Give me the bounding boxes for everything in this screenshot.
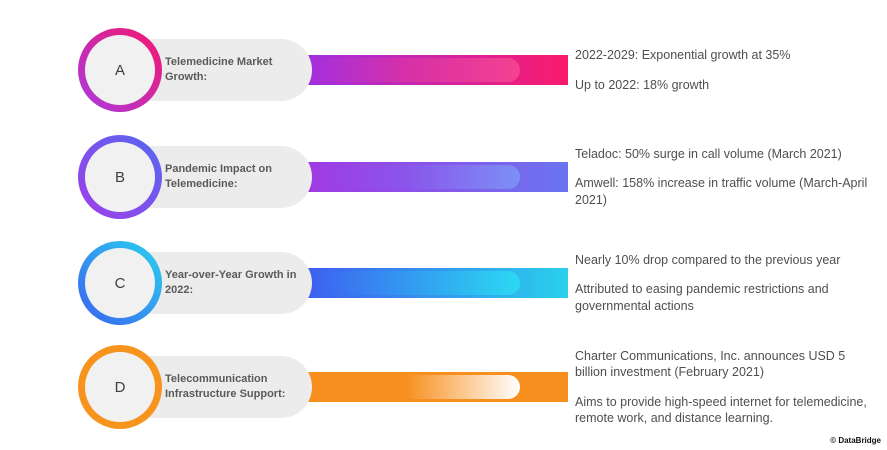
step-letter: B — [85, 142, 155, 212]
step-letter: A — [85, 35, 155, 105]
step-letter: C — [85, 248, 155, 318]
detail-line: Nearly 10% drop compared to the previous… — [575, 253, 841, 268]
gradient-bar — [300, 162, 568, 192]
step-label: Pandemic Impact on Telemedicine: — [165, 162, 272, 190]
gradient-bar-fill — [300, 165, 520, 189]
detail-line: Aims to provide high-speed internet for … — [575, 394, 867, 425]
gradient-bar-fill — [300, 58, 520, 82]
step-details: Charter Communications, Inc. announces U… — [575, 345, 877, 429]
detail-line: Amwell: 158% increase in traffic volume … — [575, 176, 868, 207]
step-letter-badge: B — [78, 135, 162, 219]
step-letter: D — [85, 352, 155, 422]
step-label: Telecommunication Infrastructure Support… — [165, 372, 286, 400]
gradient-bar — [300, 55, 568, 85]
gradient-bar-fill — [300, 271, 520, 295]
detail-line: Up to 2022: 18% growth — [575, 77, 710, 92]
step-row-a: Telemedicine Market Growth: A 2022-2029:… — [0, 28, 887, 112]
step-details: Teladoc: 50% surge in call volume (March… — [575, 135, 877, 219]
detail-line: 2022-2029: Exponential growth at 35% — [575, 48, 791, 63]
step-row-d: Telecommunication Infrastructure Support… — [0, 345, 887, 429]
step-details: Nearly 10% drop compared to the previous… — [575, 241, 877, 325]
step-letter-badge: D — [78, 345, 162, 429]
step-letter-badge: C — [78, 241, 162, 325]
detail-line: Attributed to easing pandemic restrictio… — [575, 282, 829, 313]
step-label: Telemedicine Market Growth: — [165, 55, 273, 83]
step-row-b: Pandemic Impact on Telemedicine: B Telad… — [0, 135, 887, 219]
gradient-bar — [300, 268, 568, 298]
detail-line: Teladoc: 50% surge in call volume (March… — [575, 147, 842, 162]
step-letter-badge: A — [78, 28, 162, 112]
brand-credit: © DataBridge — [830, 436, 881, 445]
step-label: Year-over-Year Growth in 2022: — [165, 268, 297, 296]
gradient-bar — [300, 372, 568, 402]
gradient-bar-fill — [300, 375, 520, 399]
detail-line: Charter Communications, Inc. announces U… — [575, 349, 846, 380]
step-row-c: Year-over-Year Growth in 2022: C Nearly … — [0, 241, 887, 325]
step-details: 2022-2029: Exponential growth at 35% Up … — [575, 28, 877, 112]
